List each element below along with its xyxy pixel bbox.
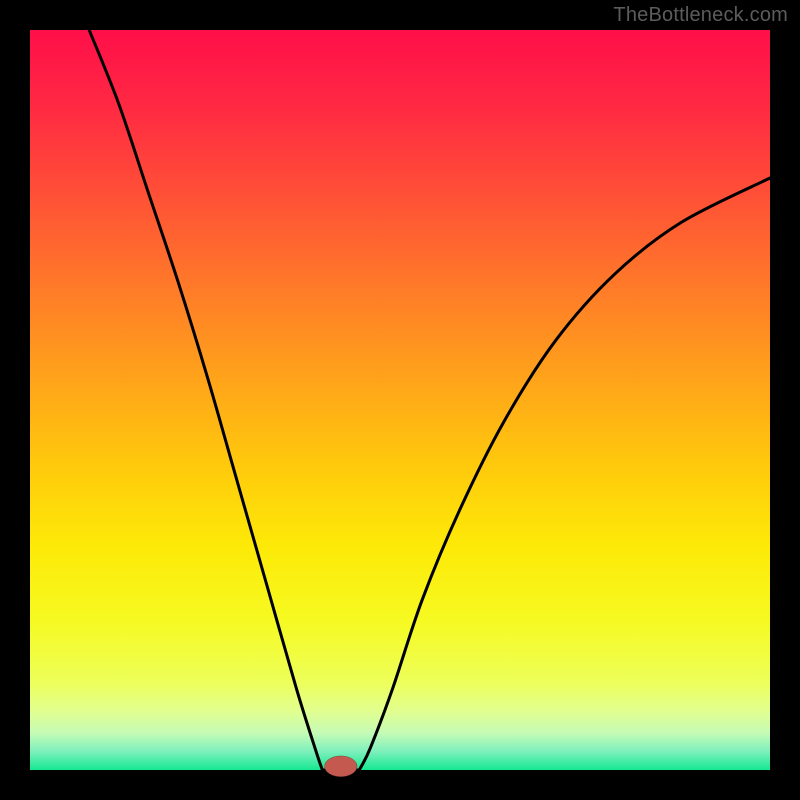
bottleneck-marker bbox=[325, 756, 358, 777]
chart-stage: TheBottleneck.com bbox=[0, 0, 800, 800]
bottleneck-chart bbox=[0, 0, 800, 800]
plot-area bbox=[30, 30, 770, 770]
watermark-text: TheBottleneck.com bbox=[613, 4, 788, 27]
